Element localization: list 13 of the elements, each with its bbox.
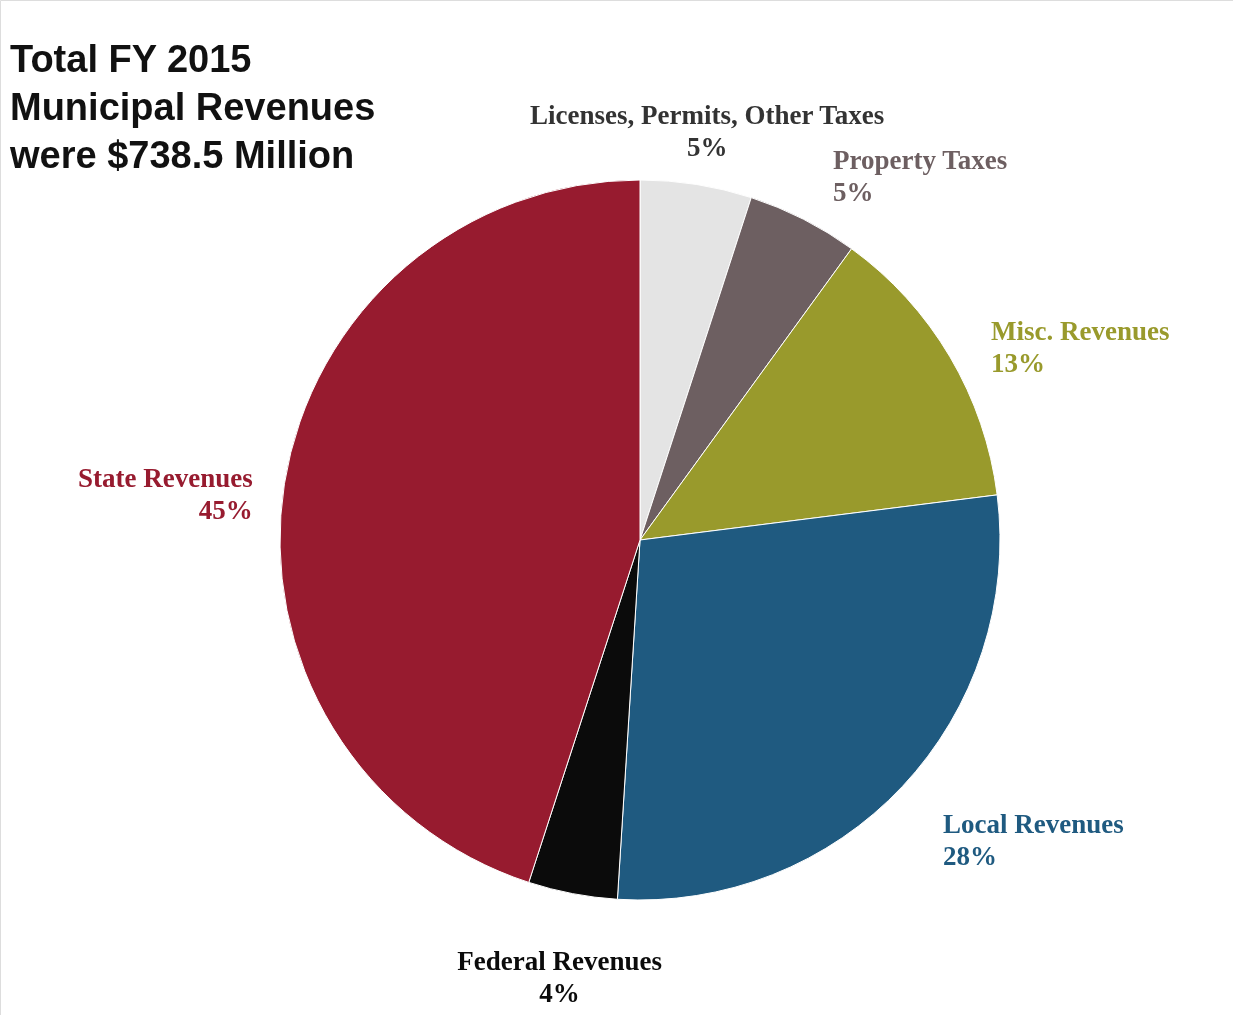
data-label: 5% <box>832 177 874 208</box>
data-label: 5% <box>686 131 728 162</box>
slice-label: Federal Revenues <box>457 945 662 976</box>
data-label: 4% <box>539 977 580 1008</box>
slice-label: Licenses, Permits, Other Taxes <box>530 99 885 130</box>
slice-label: State Revenues <box>78 462 253 493</box>
data-label: 45% <box>198 494 253 525</box>
data-label: 28% <box>943 840 998 871</box>
data-label: 13% <box>991 348 1046 379</box>
slice-label: Property Taxes <box>832 145 1008 176</box>
slice-label: Local Revenues <box>943 808 1124 839</box>
chart-title: Total FY 2015 Municipal Revenues were $738.5 Million <box>9 38 376 176</box>
slice-label: Misc. Revenues <box>991 316 1170 347</box>
